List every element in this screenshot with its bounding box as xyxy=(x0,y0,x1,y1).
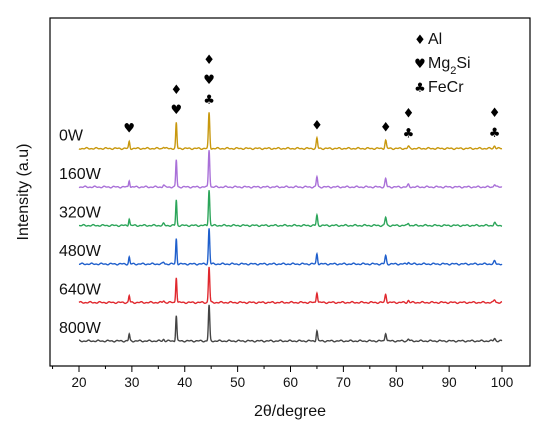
series-trace xyxy=(78,228,503,266)
legend: ♦ Al♥ Mg2Si♣ FeCr xyxy=(414,31,470,96)
legend-symbol: ♣ xyxy=(414,81,426,96)
y-axis-title: Intensity (a.u) xyxy=(15,144,32,241)
legend-label: FeCr xyxy=(428,79,464,96)
series-label: 320W xyxy=(59,205,102,222)
peak-marker: ♣ xyxy=(403,126,415,141)
series-labels: 0W 160W 320W 480W 640W 800W xyxy=(59,128,102,338)
legend-symbol: ♦ xyxy=(414,33,426,48)
peak-marker: ♥ xyxy=(203,73,215,88)
x-tick-label: 20 xyxy=(71,375,86,390)
x-axis-ticks: 20 30 40 50 60 70 80 90 100 xyxy=(52,366,514,390)
series-label: 640W xyxy=(59,282,102,299)
series-trace xyxy=(78,266,503,305)
x-tick-label: 30 xyxy=(124,375,139,390)
x-tick-label: 40 xyxy=(177,375,192,390)
peak-marker: ♦ xyxy=(170,83,182,98)
legend-label: Mg2Si xyxy=(428,55,471,77)
legend-label: Al xyxy=(428,31,442,48)
series-trace xyxy=(78,190,503,228)
series-label: 800W xyxy=(59,320,102,337)
xrd-traces xyxy=(78,112,503,343)
peak-marker: ♦ xyxy=(311,118,323,133)
series-trace xyxy=(78,112,503,151)
x-tick-label: 70 xyxy=(336,375,351,390)
peak-marker: ♥ xyxy=(123,122,135,137)
peak-marker: ♦ xyxy=(489,106,501,121)
x-tick-label: 50 xyxy=(230,375,245,390)
peak-marker: ♥ xyxy=(170,103,182,118)
x-tick-label: 60 xyxy=(283,375,298,390)
x-tick-label: 100 xyxy=(491,375,514,390)
peak-marker: ♣ xyxy=(489,126,501,141)
peak-marker: ♦ xyxy=(203,53,215,68)
peak-marker: ♦ xyxy=(380,120,392,135)
peak-marker: ♣ xyxy=(203,93,215,108)
series-label: 0W xyxy=(59,128,84,145)
legend-symbol: ♥ xyxy=(414,57,426,72)
x-axis-title: 2θ/degree xyxy=(254,403,326,420)
series-label: 160W xyxy=(59,166,102,183)
x-tick-label: 90 xyxy=(442,375,457,390)
peak-annotations: ♥ ♦ ♥ ♦ ♥ ♣ ♦ ♦ ♦ ♣ ♦ ♣ xyxy=(123,53,500,142)
peak-marker: ♦ xyxy=(403,106,415,121)
series-trace xyxy=(78,304,503,343)
x-tick-label: 80 xyxy=(389,375,404,390)
series-trace xyxy=(78,150,503,189)
series-label: 480W xyxy=(59,243,102,260)
